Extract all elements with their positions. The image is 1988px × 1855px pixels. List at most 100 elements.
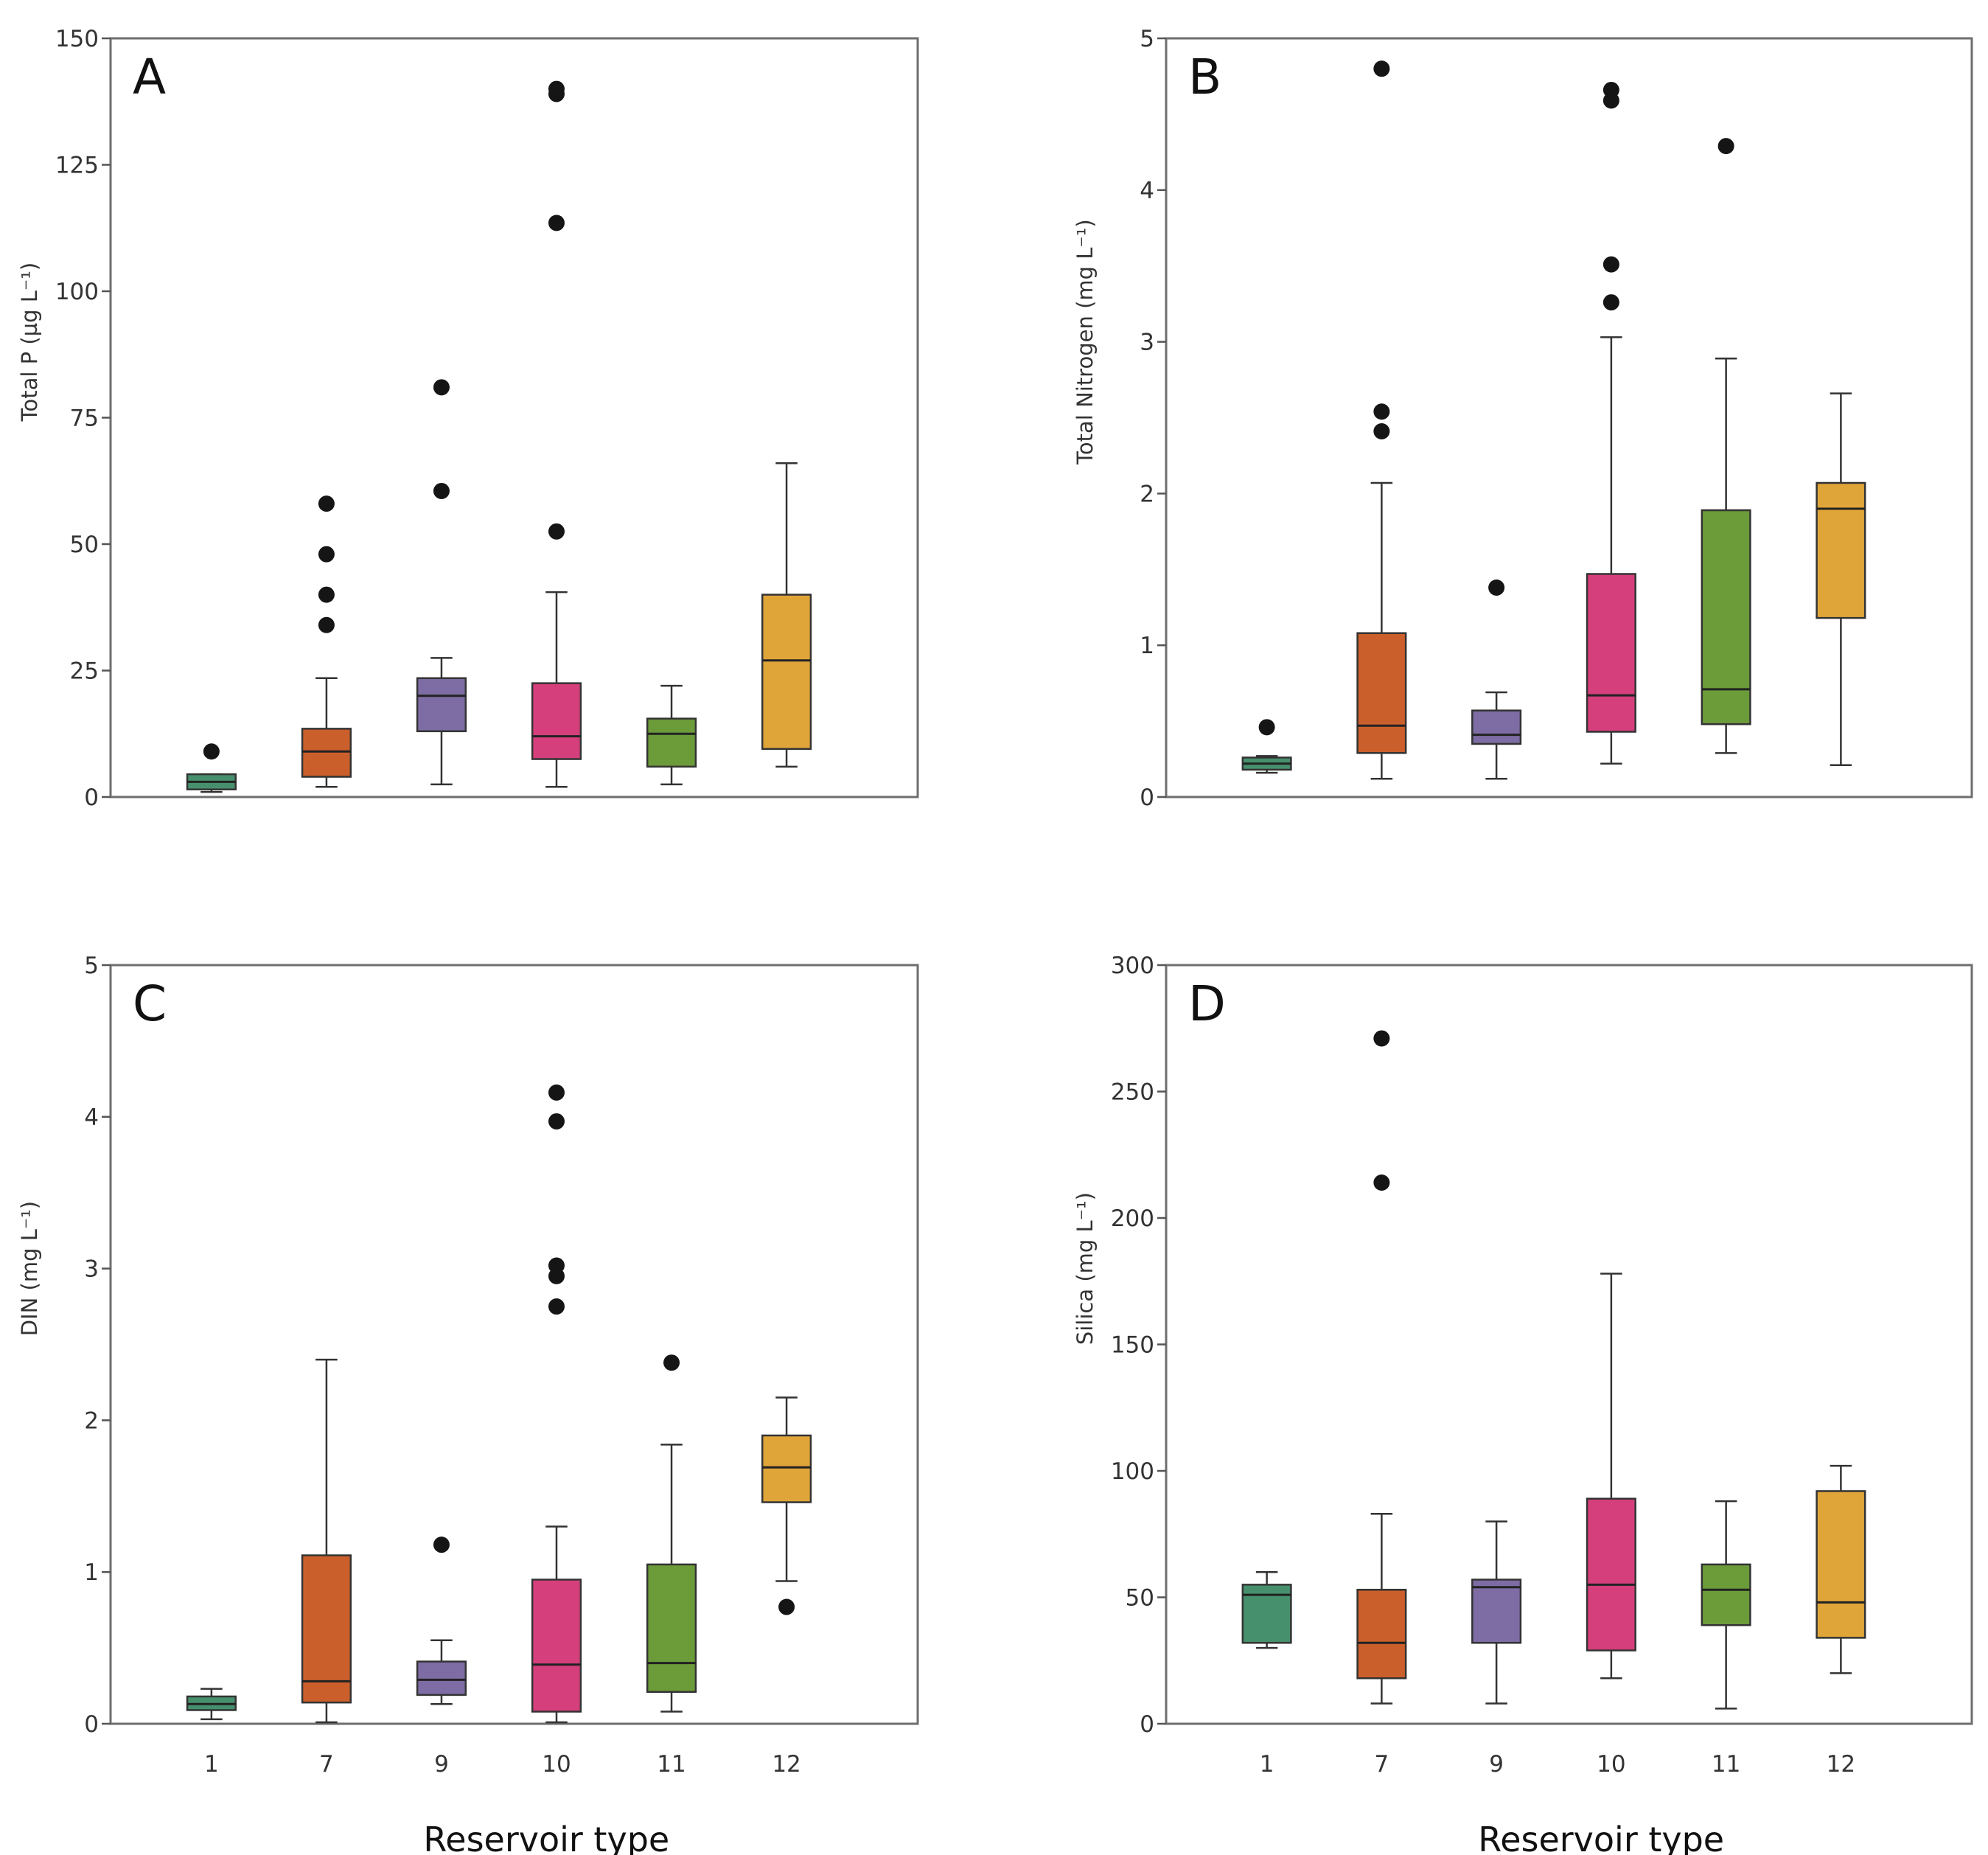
outlier-point [318, 586, 335, 603]
outlier-point [1373, 403, 1390, 420]
outlier-point [433, 482, 450, 499]
outlier-point [548, 1257, 565, 1274]
iqr-box [416, 677, 467, 733]
outlier-point [433, 379, 450, 396]
y-tick-label: 0 [1140, 784, 1154, 811]
box-12 [1816, 1464, 1866, 1674]
x-tick-label: 7 [319, 1751, 334, 1778]
box-11 [646, 1354, 697, 1713]
y-tick-label: 3 [1140, 330, 1154, 356]
box-11 [1701, 1500, 1751, 1710]
outlier-point [1717, 138, 1734, 155]
y-tick-label: 25 [70, 658, 99, 685]
y-tick-label: 150 [1111, 1332, 1154, 1359]
iqr-box [646, 717, 697, 768]
box-12 [761, 462, 812, 768]
x-tick-label: 1 [204, 1751, 219, 1778]
box-9 [416, 1536, 467, 1705]
outlier-point [548, 215, 565, 232]
panel-d: 0 50 100 150 200 250 300 Silica (mg L⁻¹) D 1 7 9 10 1… [1073, 953, 1973, 1855]
x-tick-label: 9 [1489, 1751, 1504, 1778]
y-tick-label: 2 [1140, 481, 1154, 507]
y-tick-label: 150 [55, 26, 99, 52]
outlier-point [1602, 81, 1619, 98]
box-7 [1356, 60, 1407, 780]
iqr-box [531, 1579, 582, 1713]
outlier-point [433, 1536, 450, 1553]
panel-b: 0 1 2 3 4 5 Total Nitrogen (mg L⁻¹) B [1073, 26, 1973, 811]
y-tick-label: 1 [84, 1559, 99, 1586]
iqr-box [1356, 632, 1407, 754]
outlier-point [318, 616, 335, 633]
box-7 [301, 495, 352, 788]
iqr-box [1586, 1497, 1636, 1652]
outlier-point [548, 1298, 565, 1315]
outlier-point [1373, 1174, 1390, 1191]
box-12 [761, 1396, 812, 1615]
panel-letter: D [1188, 975, 1226, 1032]
box-1 [1241, 719, 1292, 774]
y-axis-label: Total Nitrogen (mg L⁻¹) [1073, 219, 1098, 465]
x-tick-label: 1 [1260, 1751, 1274, 1778]
outlier-point [1373, 60, 1390, 77]
y-tick-label: 5 [84, 953, 99, 979]
outlier-point [318, 546, 335, 563]
x-tick-label: 12 [1827, 1751, 1855, 1778]
outlier-point [548, 1084, 565, 1101]
box-7 [1356, 1030, 1407, 1705]
outlier-point [663, 1354, 680, 1371]
x-tick-label: 10 [542, 1751, 571, 1778]
iqr-box [416, 1660, 467, 1696]
x-tick-label: 9 [434, 1751, 449, 1778]
outlier-point [1258, 719, 1275, 736]
iqr-box [1701, 1563, 1751, 1626]
iqr-box [301, 728, 352, 778]
y-tick-label: 50 [1126, 1585, 1154, 1612]
iqr-box [1356, 1588, 1407, 1680]
y-tick-label: 5 [1140, 26, 1154, 52]
iqr-box [646, 1563, 697, 1694]
box-1 [1241, 1570, 1292, 1649]
panel-letter: B [1188, 49, 1221, 105]
iqr-box [761, 1434, 812, 1503]
y-tick-label: 100 [1111, 1458, 1154, 1485]
y-tick-label: 300 [1111, 953, 1154, 979]
y-tick-label: 50 [70, 532, 99, 558]
iqr-box [1816, 481, 1866, 619]
y-tick-label: 4 [84, 1104, 99, 1131]
outlier-point [318, 495, 335, 512]
y-tick-label: 2 [84, 1407, 99, 1434]
outlier-point [1373, 423, 1390, 440]
outlier-point [1602, 294, 1619, 311]
box-10 [1586, 81, 1636, 765]
panel-letter: A [133, 49, 166, 105]
x-tick-label: 7 [1375, 1751, 1389, 1778]
x-tick-label: 11 [1712, 1751, 1740, 1778]
panel-a: 0 25 50 75 100 125 150 Total P (µg L⁻¹) A [17, 26, 919, 811]
box-9 [416, 379, 467, 786]
iqr-box [1586, 573, 1636, 733]
outlier-point [778, 1598, 795, 1615]
outlier-point [548, 1113, 565, 1130]
box-10 [1586, 1273, 1636, 1680]
y-tick-label: 3 [84, 1256, 99, 1283]
iqr-box [1471, 1579, 1522, 1644]
box-7 [301, 1358, 352, 1724]
y-axis-label: DIN (mg L⁻¹) [17, 1201, 42, 1336]
panel-letter: C [133, 975, 167, 1032]
y-tick-label: 1 [1140, 633, 1154, 659]
iqr-box [1241, 1584, 1292, 1644]
y-tick-label: 0 [84, 784, 99, 811]
y-axis-label: Silica (mg L⁻¹) [1073, 1192, 1098, 1345]
y-tick-label: 75 [70, 406, 99, 432]
iqr-box [761, 594, 812, 751]
plot-frame [1165, 37, 1973, 798]
x-tick-label: 12 [772, 1751, 801, 1778]
x-tick-label: 11 [657, 1751, 686, 1778]
box-11 [1701, 138, 1751, 754]
box-9 [1471, 1520, 1522, 1705]
y-tick-label: 200 [1111, 1205, 1154, 1232]
iqr-box [531, 682, 582, 760]
